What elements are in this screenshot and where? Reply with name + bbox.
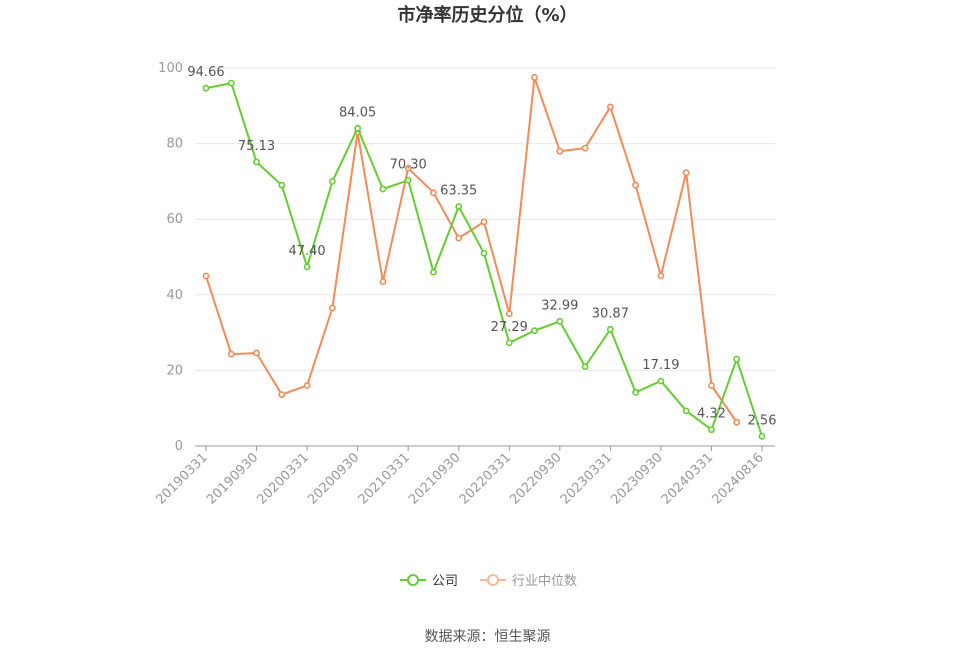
x-tick-label: 20240331	[659, 450, 716, 507]
data-label: 94.66	[187, 65, 224, 80]
y-tick-label: 60	[166, 212, 183, 227]
x-tick-label: 20230331	[558, 450, 615, 507]
series-line	[205, 82, 763, 437]
y-tick-label: 80	[166, 137, 183, 152]
y-axis: 0 20 40 60 80 100	[158, 61, 183, 454]
data-point	[531, 74, 538, 81]
legend-label: 行业中位数	[512, 574, 577, 589]
data-point	[708, 426, 715, 434]
data-label: 30.87	[592, 306, 629, 321]
data-point	[227, 79, 235, 87]
x-tick-label: 20190331	[153, 450, 210, 507]
x-tick-label: 20200331	[255, 450, 312, 507]
data-point	[430, 268, 437, 276]
x-axis: 2019033120190930202003312020093020210331…	[153, 445, 775, 508]
x-tick-label: 20240816	[709, 450, 766, 507]
data-point	[328, 304, 336, 312]
data-point	[480, 218, 488, 226]
data-point	[379, 278, 387, 285]
data-point	[733, 418, 741, 426]
y-tick-label: 100	[158, 61, 183, 76]
legend-marker	[487, 574, 499, 586]
x-tick-label: 20220331	[457, 450, 514, 507]
data-label: 47.40	[288, 244, 325, 259]
data-point	[708, 382, 715, 389]
data-labels: 94.66 75.13 47.40 84.05 70.30 63.35 27.29 32.99…	[187, 65, 776, 428]
data-point	[455, 234, 463, 242]
data-point	[556, 317, 564, 325]
data-point	[480, 249, 488, 257]
y-tick-label: 40	[166, 288, 183, 303]
data-point	[682, 407, 690, 415]
data-point	[556, 147, 564, 155]
data-label: 2.56	[748, 413, 777, 428]
legend-label: 公司	[432, 574, 458, 589]
data-point	[505, 339, 513, 347]
data-point	[227, 350, 235, 358]
data-point	[430, 189, 437, 197]
data-point	[253, 158, 260, 166]
x-tick-label: 20230930	[608, 450, 665, 507]
data-point	[657, 377, 665, 385]
y-tick-label: 0	[175, 439, 183, 454]
data-point	[404, 176, 412, 184]
data-point	[581, 144, 589, 152]
data-point	[606, 103, 614, 111]
data-label: 27.29	[491, 320, 528, 335]
data-point	[733, 355, 741, 363]
data-label: 17.19	[642, 358, 679, 373]
data-label: 32.99	[541, 298, 578, 313]
data-point	[379, 185, 387, 193]
x-tick-label: 20220930	[507, 450, 564, 507]
data-point	[278, 181, 286, 189]
data-point	[404, 164, 412, 172]
legend-marker	[407, 574, 419, 586]
data-label: 63.35	[440, 184, 477, 199]
x-tick-label: 20200930	[305, 450, 362, 507]
data-point	[278, 391, 286, 398]
data-point	[202, 272, 210, 280]
legend-item[interactable]: 公司	[400, 574, 458, 589]
data-point	[682, 169, 690, 177]
data-label: 75.13	[238, 139, 275, 154]
data-point	[632, 388, 640, 396]
series-layer	[202, 74, 766, 440]
data-point	[657, 272, 665, 280]
data-point	[303, 263, 311, 271]
x-tick-label: 20190930	[204, 450, 261, 507]
data-point	[202, 84, 210, 92]
x-tick-label: 20210930	[406, 450, 463, 507]
data-point	[253, 349, 260, 357]
data-label: 70.30	[390, 157, 427, 172]
source-note: 数据来源：恒生聚源	[425, 629, 551, 645]
data-point	[581, 363, 589, 371]
data-label: 4.32	[697, 407, 726, 422]
data-point	[354, 124, 362, 132]
data-point	[505, 310, 513, 318]
data-point	[632, 181, 640, 189]
data-point	[758, 432, 766, 440]
y-tick-label: 20	[166, 363, 183, 378]
x-tick-label: 20210331	[356, 450, 413, 507]
data-point	[531, 327, 538, 335]
legend[interactable]: 公司 行业中位数	[400, 574, 577, 589]
legend-item[interactable]: 行业中位数	[480, 574, 577, 589]
data-point	[606, 325, 614, 333]
data-point	[328, 177, 336, 185]
data-point	[303, 382, 311, 389]
data-label: 84.05	[339, 105, 376, 120]
chart-title: 市净率历史分位（%）	[397, 4, 577, 26]
data-point	[455, 203, 463, 210]
